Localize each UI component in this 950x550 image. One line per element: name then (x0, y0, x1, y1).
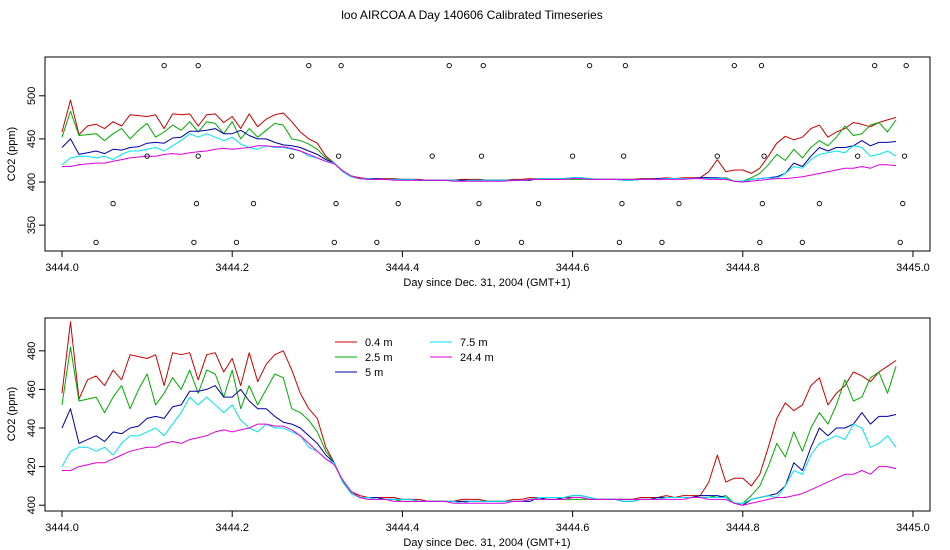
top-y-axis-label: CO2 (ppm) (6, 127, 18, 181)
top-data-point (233, 239, 240, 246)
top-series-0-4-mm-line (61, 99, 897, 181)
bottom-y-tick-label: 480 (26, 342, 38, 360)
top-data-point (621, 153, 627, 159)
top-data-point (374, 239, 380, 246)
top-x-tick-label: 3445.0 (896, 262, 930, 274)
top-data-point (306, 62, 312, 69)
top-data-point (474, 239, 480, 246)
top-axes: 3444.0 3444.2 3444.4 3444.6 3444.8 3445.0 350 4… (26, 87, 930, 274)
bottom-series-0-4-mm-line (61, 321, 897, 502)
top-data-point (480, 62, 486, 69)
top-data-point (714, 153, 720, 159)
top-data-point (446, 62, 452, 69)
top-data-point (333, 200, 339, 207)
top-data-point (855, 153, 861, 159)
bottom-x-tick-label: 3444.4 (386, 522, 420, 534)
top-data-point (161, 62, 167, 69)
top-series-5-mm-line (61, 128, 897, 183)
top-data-point (93, 239, 99, 246)
bottom-x-tick-label: 3444.8 (726, 522, 760, 534)
bottom-y-tick-label: 440 (26, 419, 38, 437)
bottom-y-axis-label: CO2 (ppm) (6, 387, 18, 441)
top-data-point (191, 239, 197, 246)
top-data-point (478, 153, 485, 159)
legend-label: 7.5 m (460, 337, 488, 349)
top-data-point (622, 62, 629, 69)
top-data-point (816, 200, 823, 207)
top-data-point (676, 200, 682, 207)
top-y-tick-label: 500 (26, 87, 38, 105)
legend-label: 0.4 m (365, 337, 393, 349)
top-data-point (619, 200, 625, 207)
top-data-point (799, 239, 806, 246)
top-series-2-5-mm-line (61, 110, 897, 182)
top-x-tick-label: 3444.8 (726, 262, 760, 274)
legend: 0.4 m 2.5 m 5 m 7.5 m 24.4 m (335, 337, 494, 379)
top-data-point (395, 200, 401, 207)
bottom-series-24-4-mm-line (62, 423, 897, 506)
top-x-axis-label: Day since Dec. 31, 2004 (GMT+1) (403, 277, 570, 289)
top-plot-frame (44, 56, 931, 252)
top-data-point (758, 62, 765, 69)
top-data-point (897, 239, 903, 246)
top-data-point (901, 153, 908, 159)
top-x-tick-label: 3444.2 (215, 262, 249, 274)
bottom-series-7-5-mm-line (61, 396, 897, 504)
top-data-point (731, 62, 737, 69)
bottom-series-2-5-mm-line (61, 346, 897, 504)
top-data-point (616, 239, 623, 246)
top-data-point (586, 62, 593, 69)
top-data-point (761, 153, 767, 159)
top-data-point (429, 153, 435, 159)
top-series-7-5-mm-line (61, 133, 897, 182)
top-data-point (757, 239, 763, 246)
top-data-point (900, 200, 906, 207)
bottom-axes: 3444.0 3444.2 3444.4 3444.6 3444.8 3445.0 400 4… (26, 342, 930, 534)
legend-label: 5 m (365, 367, 383, 379)
top-data-point (195, 62, 201, 69)
top-data-point (659, 239, 665, 246)
top-data-point (759, 200, 766, 207)
top-data-point (193, 200, 200, 207)
bottom-series-group (61, 321, 897, 506)
bottom-series-5-mm-line (61, 385, 897, 506)
bottom-plot-frame (44, 317, 931, 512)
top-data-point (338, 62, 344, 69)
top-y-tick-label: 450 (26, 130, 38, 148)
figure-title: loo AIRCOA A Day 140606 Calibrated Times… (341, 8, 602, 22)
bottom-panel: Day since Dec. 31, 2004 (GMT+1) CO2 (ppm… (6, 317, 931, 549)
top-x-tick-label: 3444.4 (386, 262, 420, 274)
top-data-point (518, 239, 525, 246)
bottom-y-tick-label: 400 (26, 496, 38, 514)
top-series-24-4-mm-line (62, 145, 897, 183)
top-x-tick-label: 3444.6 (556, 262, 590, 274)
bottom-y-tick-label: 460 (26, 380, 38, 398)
top-data-point (144, 153, 150, 159)
top-data-point (335, 153, 342, 159)
top-data-point (569, 153, 576, 159)
bottom-x-axis-label: Day since Dec. 31, 2004 (GMT+1) (403, 537, 570, 549)
bottom-x-tick-label: 3444.2 (215, 522, 249, 534)
bottom-x-tick-label: 3444.6 (556, 522, 590, 534)
top-panel: Day since Dec. 31, 2004 (GMT+1) CO2 (ppm… (6, 56, 931, 289)
top-data-point (872, 62, 878, 69)
top-data-point (289, 153, 295, 159)
legend-label: 24.4 m (460, 352, 494, 364)
top-data-point (331, 239, 337, 246)
top-data-point (250, 200, 257, 207)
top-y-tick-label: 400 (26, 173, 38, 191)
bottom-x-tick-label: 3445.0 (896, 522, 930, 534)
top-x-tick-label: 3444.0 (45, 262, 79, 274)
top-data-point (476, 200, 482, 207)
top-data-point (110, 200, 116, 207)
top-data-point (535, 200, 542, 207)
legend-label: 2.5 m (365, 352, 393, 364)
top-data-point (195, 153, 201, 159)
top-data-point (903, 62, 909, 69)
bottom-x-tick-label: 3444.0 (45, 522, 79, 534)
bottom-y-tick-label: 420 (26, 457, 38, 475)
top-y-tick-label: 350 (26, 216, 38, 234)
top-series-group (61, 62, 909, 246)
